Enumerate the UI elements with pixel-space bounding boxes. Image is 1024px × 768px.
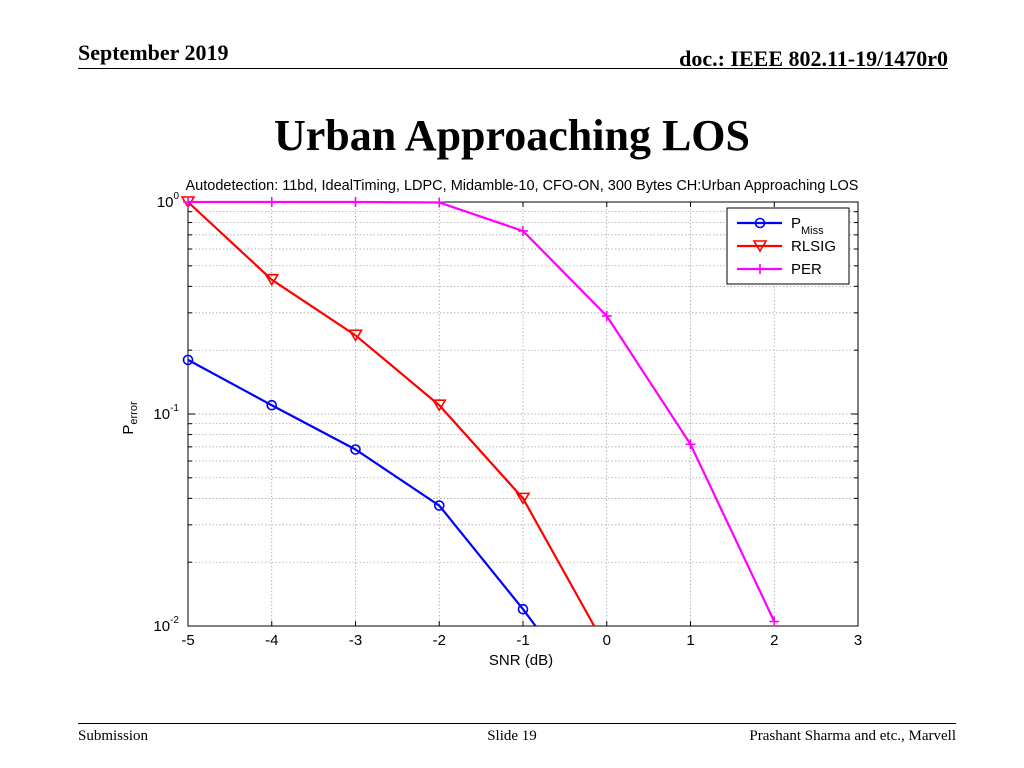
x-tick-label: 0 [603, 632, 611, 649]
series-rlsig [180, 196, 596, 627]
error-rate-chart: Autodetection: 11bd, IdealTiming, LDPC, … [120, 178, 862, 669]
data-point-rlsig [348, 329, 363, 342]
x-tick-label: -4 [265, 632, 278, 649]
x-tick-label: -5 [181, 632, 194, 649]
data-point-per [266, 197, 277, 207]
legend-label: RLSIG [791, 238, 836, 255]
header-date: September 2019 [78, 40, 229, 65]
legend-item-rlsig: RLSIG [737, 238, 836, 255]
legend-marker [752, 240, 768, 253]
slide-title: Urban Approaching LOS [273, 111, 750, 160]
legend-label: PER [791, 261, 822, 278]
series-per [183, 197, 780, 627]
legend-marker [755, 264, 765, 274]
y-tick-label: 100 [157, 191, 180, 211]
series-lines [180, 196, 780, 627]
y-axis-label-sub: error [128, 401, 140, 425]
axis-ticks: -5 -4 -3 -2 -1 0 1 2 3 100 10-1 10-2 [153, 191, 862, 649]
legend-item-per: PER [737, 261, 822, 278]
y-axis-label: Perror [120, 401, 140, 435]
series-line-per [188, 200, 776, 622]
x-tick-label: 3 [854, 632, 862, 649]
data-point-per [518, 225, 528, 236]
data-point-pmiss [182, 354, 194, 366]
legend-label: PMiss [791, 215, 824, 237]
legend-item-pmiss: PMiss [737, 215, 824, 237]
footer-divider [78, 723, 956, 724]
series-line-pmiss [187, 358, 537, 627]
y-axis-label-main: P [120, 425, 137, 435]
data-point-pmiss [517, 603, 529, 615]
x-tick-label: 1 [686, 632, 694, 649]
data-point-rlsig [264, 273, 280, 287]
data-point-per [769, 616, 780, 627]
series-pmiss [182, 354, 537, 627]
x-tick-label: -1 [516, 632, 529, 649]
data-point-per [183, 197, 193, 207]
data-point-per [685, 439, 696, 450]
data-point-pmiss [433, 500, 445, 511]
data-point-rlsig [431, 399, 447, 412]
y-tick-label: 10-2 [153, 615, 179, 635]
header-divider [78, 68, 948, 69]
x-tick-label: -3 [349, 632, 362, 649]
series-line-rlsig [187, 201, 596, 627]
data-point-per [434, 197, 445, 208]
x-axis-label: SNR (dB) [489, 652, 553, 669]
footer-submission: Submission [78, 728, 149, 744]
svg-text:Perror: Perror [120, 401, 140, 435]
x-tick-label: 2 [770, 632, 778, 649]
footer-author: Prashant Sharma and etc., Marvell [749, 728, 956, 744]
chart-title: Autodetection: 11bd, IdealTiming, LDPC, … [186, 178, 859, 194]
legend-marker [754, 217, 766, 229]
data-point-per [601, 310, 612, 321]
header-doc-id: doc.: IEEE 802.11-19/1470r0 [679, 46, 948, 71]
data-point-pmiss [350, 444, 361, 455]
footer-slide-number: Slide 19 [487, 728, 537, 744]
data-point-rlsig [515, 492, 531, 505]
data-point-pmiss [266, 399, 278, 411]
data-point-per [350, 197, 361, 207]
x-tick-label: -2 [433, 632, 446, 649]
y-tick-label: 10-1 [153, 403, 179, 423]
